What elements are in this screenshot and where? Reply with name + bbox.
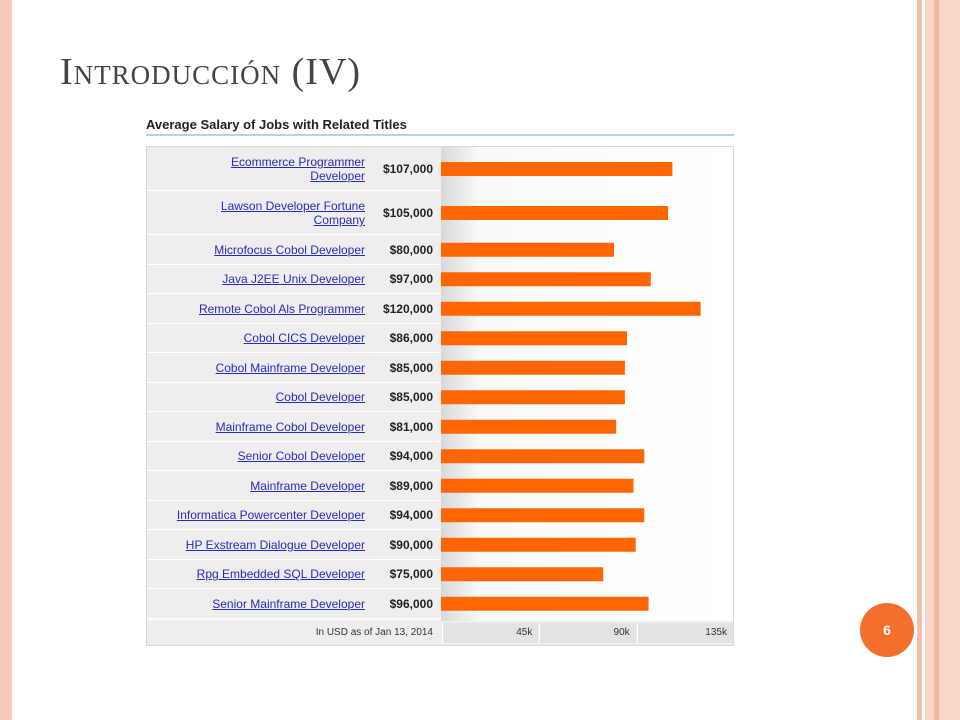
salary-chart: Ecommerce Programmer Developer $107,000 La… <box>146 146 734 646</box>
bar-9 <box>441 449 645 464</box>
right-border-band <box>925 0 960 720</box>
row-3: Java J2EE Unix Developer $97,000 <box>147 264 441 294</box>
left-border-stripe <box>0 0 12 720</box>
job-title-link[interactable]: Informatica Powercenter Developer <box>176 508 365 523</box>
job-title-link[interactable]: HP Exstream Dialogue Developer <box>185 537 365 552</box>
row-6: Cobol Mainframe Developer $85,000 <box>147 353 441 383</box>
bar-13 <box>441 567 604 582</box>
bar-5 <box>441 331 627 346</box>
job-title-link[interactable]: Microfocus Cobol Developer <box>214 242 365 257</box>
salary-value: $107,000 <box>382 162 433 176</box>
x-tick-label: 45k <box>516 627 533 638</box>
job-title-link[interactable]: Cobol CICS Developer <box>243 331 365 346</box>
bar-1 <box>441 206 669 220</box>
salary-value: $75,000 <box>389 567 433 582</box>
bar-14 <box>441 596 649 611</box>
bar-4 <box>441 301 701 316</box>
row-5: Cobol CICS Developer $86,000 <box>147 323 441 353</box>
salary-value: $97,000 <box>389 272 433 287</box>
right-border-stripe <box>917 0 922 720</box>
bar-0 <box>441 162 673 176</box>
row-8: Mainframe Cobol Developer $81,000 <box>147 412 441 442</box>
salary-value: $120,000 <box>382 301 433 316</box>
chart-footnote: In USD as of Jan 13, 2014 <box>315 627 433 638</box>
row-7: Cobol Developer $85,000 <box>147 382 441 412</box>
row-1: Lawson Developer Fortune Company $105,000 <box>147 191 441 235</box>
bar-3 <box>441 272 651 287</box>
bar-11 <box>441 508 645 523</box>
row-13: Rpg Embedded SQL Developer $75,000 <box>147 559 441 589</box>
salary-value: $80,000 <box>389 242 433 257</box>
job-title-link[interactable]: Remote Cobol Als Programmer <box>198 301 365 316</box>
job-title-link[interactable]: Mainframe Cobol Developer <box>215 419 365 434</box>
row-10: Mainframe Developer $89,000 <box>147 471 441 501</box>
bar-6 <box>441 360 625 375</box>
row-2: Microfocus Cobol Developer $80,000 <box>147 235 441 265</box>
row-11: Informatica Powercenter Developer $94,000 <box>147 500 441 530</box>
row-14: Senior Mainframe Developer $96,000 <box>147 589 441 619</box>
bars-layer <box>441 162 701 611</box>
bar-7 <box>441 390 625 405</box>
x-tick-label: 90k <box>613 627 630 638</box>
job-title-link[interactable]: Rpg Embedded SQL Developer <box>196 567 365 582</box>
page-number-badge: 6 <box>860 603 914 657</box>
bar-12 <box>441 537 636 552</box>
salary-value: $90,000 <box>389 537 433 552</box>
chart-title-underline <box>146 134 734 136</box>
chart-footer: In USD as of Jan 13, 2014 45k 90k 135k <box>147 621 733 645</box>
chart-title: Average Salary of Jobs with Related Titl… <box>146 117 407 132</box>
job-title-link[interactable]: Cobol Mainframe Developer <box>215 360 365 375</box>
salary-value: $85,000 <box>389 390 433 405</box>
x-tick-cell: 90k <box>539 623 636 643</box>
job-title-link[interactable]: Java J2EE Unix Developer <box>222 272 365 287</box>
x-tick-label: 135k <box>705 627 727 638</box>
job-title-link[interactable]: Mainframe Developer <box>250 478 365 493</box>
slide-title: Introducción (IV) <box>60 51 362 93</box>
salary-value: $96,000 <box>389 596 433 611</box>
salary-value: $94,000 <box>389 449 433 464</box>
right-border-stripe-inner <box>934 0 939 720</box>
bar-10 <box>441 478 634 493</box>
salary-value: $85,000 <box>389 360 433 375</box>
row-0: Ecommerce Programmer Developer $107,000 <box>147 147 441 191</box>
job-title-link[interactable]: Senior Mainframe Developer <box>212 596 365 611</box>
salary-value: $81,000 <box>389 419 433 434</box>
x-tick-cell: 135k <box>636 623 733 643</box>
row-9: Senior Cobol Developer $94,000 <box>147 441 441 471</box>
row-12: HP Exstream Dialogue Developer $90,000 <box>147 530 441 560</box>
salary-value: $86,000 <box>389 331 433 346</box>
job-title-link[interactable]: Lawson Developer Fortune Company <box>220 199 365 227</box>
bar-8 <box>441 419 617 434</box>
x-tick-cell: 45k <box>442 623 539 643</box>
salary-value: $105,000 <box>382 206 433 220</box>
job-title-link[interactable]: Ecommerce Programmer Developer <box>230 155 365 183</box>
row-4: Remote Cobol Als Programmer $120,000 <box>147 294 441 324</box>
bar-2 <box>441 242 614 257</box>
job-title-link[interactable]: Cobol Developer <box>275 390 365 405</box>
salary-value: $94,000 <box>389 508 433 523</box>
job-title-link[interactable]: Senior Cobol Developer <box>237 449 365 464</box>
salary-value: $89,000 <box>389 478 433 493</box>
